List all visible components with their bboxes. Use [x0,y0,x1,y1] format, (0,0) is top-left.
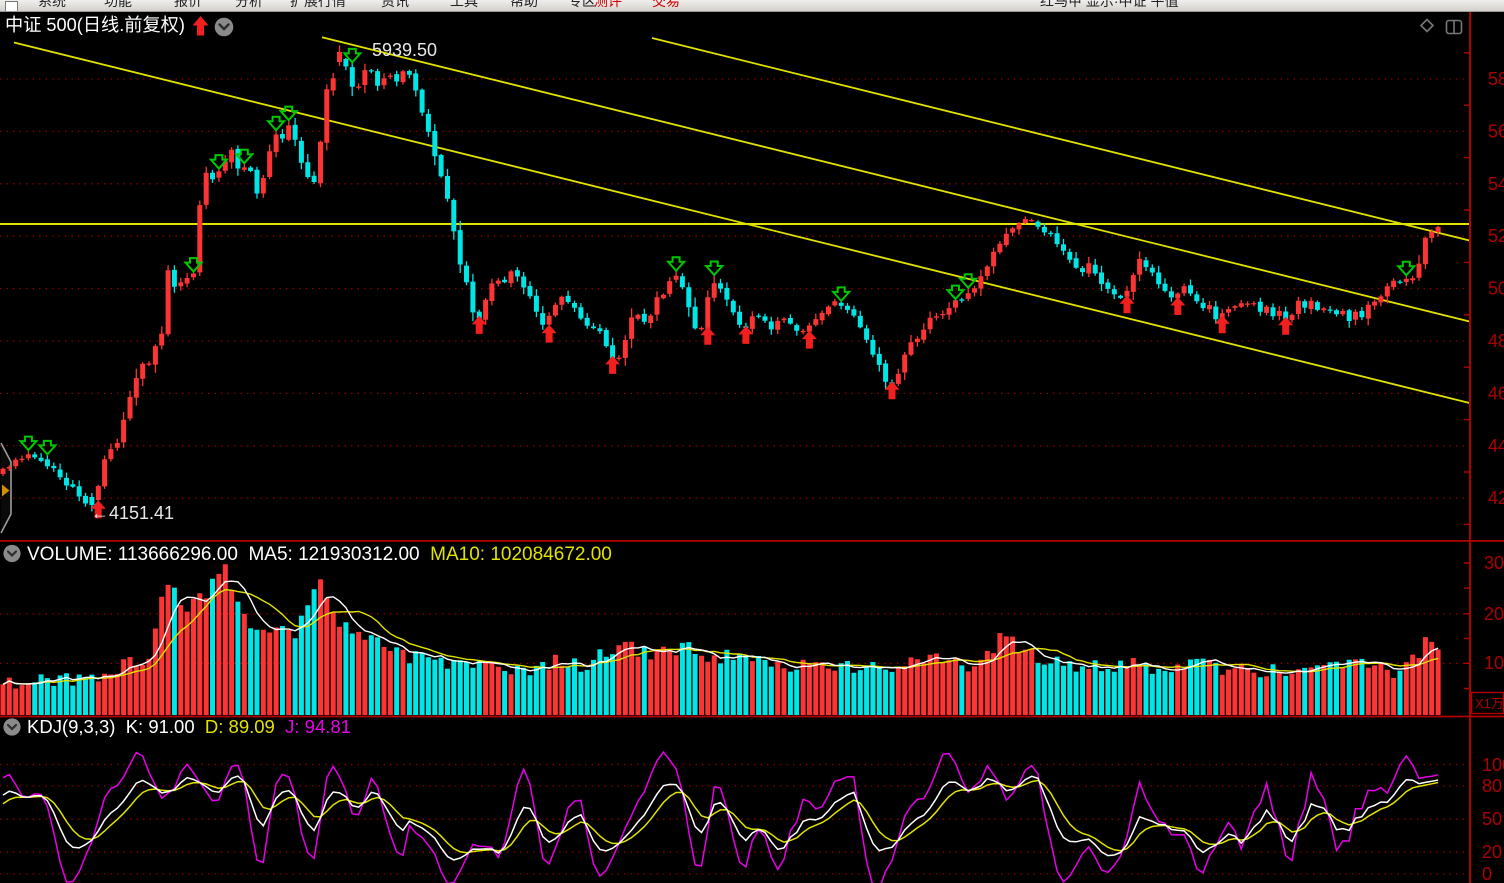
svg-text:1000: 1000 [1484,653,1504,673]
svg-text:100: 100 [1482,755,1504,775]
svg-text:5600.00: 5600.00 [1488,121,1504,141]
svg-text:3000: 3000 [1484,553,1504,573]
svg-text:KDJ(9,3,3) K: 91.00 D: 89.09: KDJ(9,3,3) K: 91.00 D: 89.09 J: 94.81 [27,716,351,737]
svg-text:5800.00: 5800.00 [1488,69,1504,89]
svg-text:5400.00: 5400.00 [1488,174,1504,194]
svg-text:5939.50: 5939.50 [372,40,437,60]
svg-text:4800.00: 4800.00 [1488,331,1504,351]
svg-text:2000: 2000 [1484,604,1504,624]
svg-text:←4151.41: ←4151.41 [91,503,174,523]
svg-text:5000.00: 5000.00 [1488,279,1504,299]
svg-text:4200.00: 4200.00 [1488,488,1504,508]
svg-text:5200.00: 5200.00 [1488,226,1504,246]
svg-text:X1万: X1万 [1475,696,1504,711]
svg-text:中证 500(日线.前复权): 中证 500(日线.前复权) [5,15,185,35]
svg-text:4600.00: 4600.00 [1488,383,1504,403]
svg-text:20: 20 [1482,842,1502,862]
svg-text:80: 80 [1482,776,1502,796]
svg-text:0: 0 [1482,864,1492,883]
svg-text:VOLUME: 113666296.00 MA5: 121: VOLUME: 113666296.00 MA5: 121930312.00 M… [27,544,612,565]
svg-text:50: 50 [1482,809,1502,829]
svg-text:4400.00: 4400.00 [1488,436,1504,456]
